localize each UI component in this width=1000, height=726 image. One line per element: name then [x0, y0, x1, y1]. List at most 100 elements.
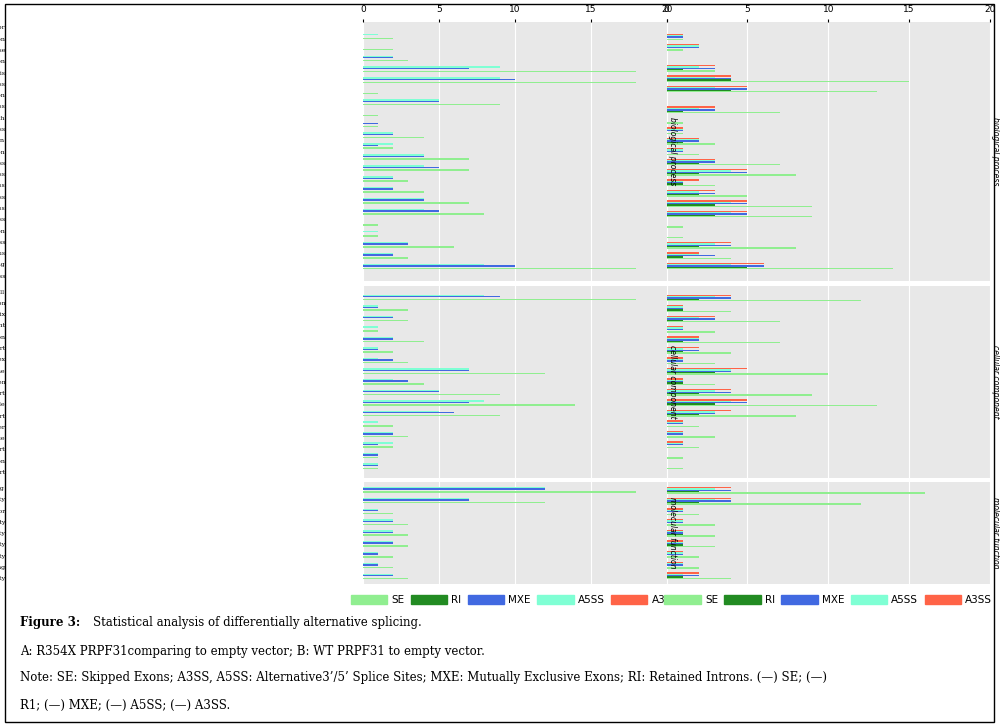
Bar: [667, 163, 699, 164]
Bar: [667, 529, 683, 531]
Bar: [363, 209, 424, 211]
Bar: [363, 411, 439, 412]
Bar: [667, 411, 715, 412]
Bar: [363, 264, 484, 265]
Bar: [667, 402, 747, 404]
Bar: [667, 363, 715, 364]
Bar: [667, 174, 796, 176]
Bar: [363, 337, 393, 338]
Bar: [363, 370, 469, 371]
Bar: [363, 143, 393, 144]
Bar: [363, 180, 408, 182]
Bar: [363, 545, 408, 547]
Bar: [363, 60, 408, 61]
Bar: [667, 373, 828, 375]
Bar: [363, 341, 424, 343]
Bar: [363, 564, 378, 566]
Bar: [363, 200, 424, 201]
Bar: [667, 540, 683, 542]
Bar: [667, 371, 731, 372]
Bar: [363, 211, 439, 212]
Bar: [667, 552, 683, 554]
Bar: [363, 531, 393, 533]
Bar: [363, 541, 393, 542]
Bar: [667, 129, 683, 130]
Bar: [667, 266, 747, 268]
Bar: [363, 421, 378, 423]
Bar: [667, 443, 683, 444]
Bar: [667, 431, 683, 432]
Bar: [363, 351, 393, 353]
Bar: [363, 169, 469, 171]
Bar: [667, 401, 731, 402]
Bar: [667, 139, 699, 140]
Bar: [667, 211, 747, 212]
Bar: [667, 524, 715, 526]
Bar: [667, 574, 683, 575]
Bar: [667, 107, 715, 108]
Bar: [667, 90, 731, 91]
Bar: [667, 389, 731, 390]
Bar: [363, 521, 393, 522]
Bar: [667, 242, 731, 243]
Bar: [363, 372, 545, 374]
Bar: [363, 502, 545, 503]
Bar: [667, 336, 699, 338]
Bar: [363, 158, 469, 160]
Bar: [363, 154, 424, 155]
Bar: [363, 487, 545, 489]
Bar: [363, 348, 378, 350]
Bar: [363, 563, 378, 564]
Bar: [667, 33, 683, 35]
Y-axis label: cellular component: cellular component: [668, 345, 677, 419]
Bar: [667, 181, 683, 182]
Bar: [667, 348, 683, 350]
Bar: [667, 298, 699, 300]
Bar: [667, 69, 683, 70]
Bar: [667, 305, 683, 306]
Bar: [363, 123, 378, 124]
Bar: [667, 195, 747, 197]
Bar: [667, 487, 731, 489]
Bar: [363, 213, 484, 215]
Bar: [363, 442, 393, 444]
Bar: [667, 532, 683, 534]
Bar: [667, 245, 731, 246]
Bar: [667, 378, 683, 380]
Bar: [363, 33, 378, 35]
Bar: [667, 351, 683, 352]
Legend: SE, RI, MXE, A5SS, A3SS: SE, RI, MXE, A5SS, A3SS: [347, 591, 683, 609]
Bar: [363, 347, 378, 348]
Bar: [667, 321, 780, 322]
Bar: [667, 49, 683, 51]
Bar: [363, 306, 378, 308]
Bar: [667, 534, 683, 535]
Bar: [667, 380, 683, 381]
Y-axis label: biological process: biological process: [991, 118, 1000, 186]
Bar: [363, 404, 575, 406]
Bar: [667, 246, 699, 248]
Bar: [667, 383, 683, 384]
Bar: [363, 330, 378, 332]
Bar: [667, 216, 812, 217]
Bar: [667, 110, 683, 112]
Bar: [667, 562, 683, 563]
Bar: [363, 574, 393, 575]
Bar: [363, 126, 378, 127]
Bar: [667, 511, 683, 513]
Bar: [667, 191, 699, 192]
Text: A: R354X PRPF31comparing to empty vector; B: WT PRPF31 to empty vector.: A: R354X PRPF31comparing to empty vector…: [20, 645, 485, 658]
Bar: [667, 35, 683, 36]
Bar: [363, 383, 424, 385]
Bar: [363, 316, 393, 317]
Bar: [667, 109, 715, 110]
Bar: [667, 332, 715, 333]
Bar: [667, 213, 747, 215]
Bar: [363, 155, 424, 157]
Bar: [363, 468, 378, 469]
Bar: [667, 514, 699, 515]
Bar: [667, 338, 699, 339]
Bar: [667, 425, 699, 427]
Bar: [667, 497, 731, 499]
Bar: [667, 65, 715, 66]
